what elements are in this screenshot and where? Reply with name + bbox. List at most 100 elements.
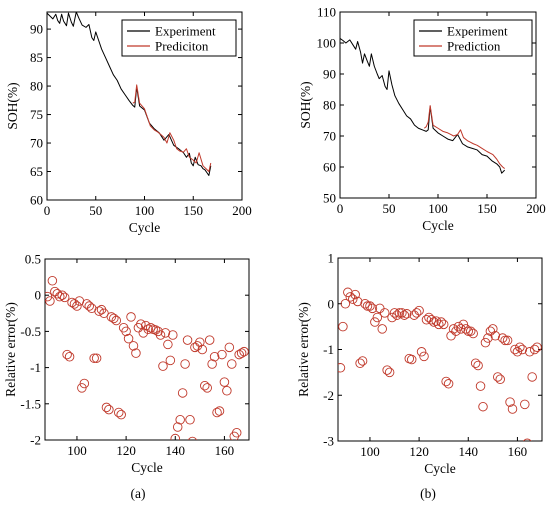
series-line-prediction bbox=[423, 105, 505, 169]
legend-entry: Experiment bbox=[447, 24, 508, 39]
scatter-point bbox=[94, 306, 104, 316]
scatter-point bbox=[190, 342, 200, 353]
scatter-point bbox=[392, 310, 402, 320]
scatter-point bbox=[419, 351, 429, 362]
y-tick-label: 50 bbox=[323, 191, 336, 206]
scatter-point bbox=[357, 356, 368, 366]
scatter-point bbox=[461, 324, 471, 334]
scatter-point bbox=[187, 436, 197, 440]
scatter-point bbox=[406, 354, 417, 365]
scatter-point bbox=[500, 335, 510, 346]
scatter-point bbox=[222, 386, 232, 396]
scatter-point bbox=[340, 299, 351, 309]
scatter-point bbox=[478, 401, 488, 412]
x-tick-label: 100 bbox=[67, 443, 87, 458]
plot-frame bbox=[44, 258, 250, 441]
x-tick-label: 140 bbox=[459, 444, 479, 459]
scatter-point bbox=[113, 407, 124, 418]
scatter-point bbox=[448, 324, 459, 334]
scatter-point bbox=[72, 301, 82, 311]
legend-box bbox=[413, 19, 533, 57]
scatter-point bbox=[438, 319, 449, 330]
scatter-point bbox=[126, 312, 136, 322]
scatter-point bbox=[89, 353, 99, 363]
scatter-point bbox=[497, 333, 508, 343]
x-tick-label: 200 bbox=[526, 201, 546, 216]
x-tick-label: 100 bbox=[360, 444, 380, 459]
scatter-point bbox=[212, 407, 222, 418]
scatter-point bbox=[394, 308, 405, 318]
y-tick-label: 60 bbox=[30, 193, 43, 208]
panel-label-b: (b) bbox=[420, 486, 436, 501]
scatter-point bbox=[55, 291, 65, 302]
scatter-point bbox=[365, 301, 375, 311]
chart-a-bottom: 100 120 140 160 -2 -1.5 -1 -0.5 0 0.5 Cycle Relativ… bbox=[3, 252, 250, 475]
scatter-point bbox=[121, 326, 131, 337]
scatter-point bbox=[473, 360, 483, 371]
y-tick-label: -0.5 bbox=[20, 324, 41, 339]
x-tick-label: 120 bbox=[409, 444, 429, 459]
y-tick-label: 75 bbox=[30, 107, 43, 122]
scatter-point bbox=[436, 317, 446, 327]
scatter-point bbox=[59, 292, 70, 303]
y-tick-label: 60 bbox=[323, 160, 336, 175]
scatter-point bbox=[116, 409, 126, 420]
y-tick-label: -1 bbox=[323, 342, 334, 357]
x-tick-label: 50 bbox=[89, 203, 102, 218]
scatter-point bbox=[480, 337, 491, 348]
scatter-point bbox=[352, 296, 363, 307]
scatter-point bbox=[397, 308, 407, 318]
chart-b-bottom: 100 120 140 160 -3 -2 -1 0 1 Cycle Relative error(… bbox=[296, 251, 543, 476]
chart-b-top: 0 50 100 150 2005060708090100110CycleSOH(%)E… bbox=[298, 5, 546, 234]
chart-a-top: 0 50 100 150 200 60 65 70 75 80 85 90 Cycle SOH(%) Exp… bbox=[5, 11, 252, 235]
x-axis-label: Cycle bbox=[129, 220, 161, 235]
scatter-point bbox=[434, 319, 444, 330]
y-tick-label: 70 bbox=[30, 136, 43, 151]
scatter-point bbox=[234, 349, 244, 360]
scatter-point bbox=[443, 379, 454, 389]
scatter-point bbox=[64, 351, 75, 362]
y-tick-label: -1 bbox=[30, 360, 41, 375]
scatter-point bbox=[453, 321, 464, 332]
scatter-point bbox=[348, 294, 358, 304]
legend-entry: Prediciton bbox=[155, 39, 209, 54]
scatter-point bbox=[217, 349, 227, 360]
scatter-point bbox=[185, 414, 195, 425]
scatter-point bbox=[204, 335, 215, 345]
scatter-point bbox=[343, 287, 353, 298]
scatter-point bbox=[493, 372, 503, 382]
plot-area bbox=[45, 275, 249, 440]
y-axis-label: SOH(%) bbox=[298, 81, 313, 128]
scatter-point bbox=[109, 313, 119, 324]
y-tick-label: -2 bbox=[323, 388, 334, 403]
scatter-point bbox=[382, 365, 392, 375]
scatter-point bbox=[338, 363, 346, 373]
scatter-point bbox=[239, 346, 249, 357]
scatter-point bbox=[57, 290, 67, 300]
scatter-point bbox=[79, 378, 90, 389]
scatter-point bbox=[84, 301, 94, 311]
y-tick-label: 0 bbox=[328, 296, 335, 311]
scatter-point bbox=[515, 342, 525, 352]
y-axis-label: Relative error(%) bbox=[296, 302, 311, 397]
scatter-point bbox=[168, 330, 178, 340]
scatter-point bbox=[45, 296, 55, 306]
scatter-point bbox=[62, 349, 72, 360]
scatter-point bbox=[182, 335, 193, 345]
y-tick-label: 85 bbox=[30, 50, 43, 65]
scatter-point bbox=[128, 341, 139, 351]
x-tick-label: 0 bbox=[44, 203, 51, 218]
scatter-point bbox=[532, 342, 542, 352]
scatter-point bbox=[131, 348, 141, 358]
scatter-point bbox=[175, 414, 185, 425]
y-tick-label: 90 bbox=[30, 22, 43, 37]
scatter-point bbox=[411, 308, 422, 318]
scatter-point bbox=[475, 381, 486, 391]
scatter-point bbox=[490, 331, 501, 341]
scatter-point bbox=[387, 312, 397, 323]
scatter-point bbox=[200, 380, 210, 391]
scatter-point bbox=[101, 402, 112, 413]
scatter-point bbox=[91, 353, 102, 363]
